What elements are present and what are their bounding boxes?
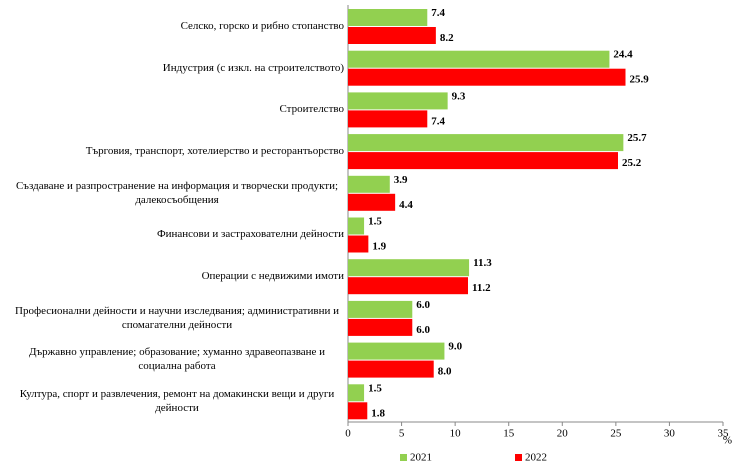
x-tick-label: 5: [399, 428, 405, 440]
category-text: Финансови и застрахователни дейности: [156, 228, 344, 241]
x-tick-label: 25: [610, 428, 622, 440]
category-label: Държавно управление; образование; хуманн…: [10, 339, 344, 381]
data-label: 25.7: [627, 132, 647, 144]
bar: [348, 68, 626, 86]
category-text: Търговия, транспорт, хотелиерство и рест…: [85, 144, 344, 157]
x-tick-label: 0: [345, 428, 351, 440]
bar: [348, 277, 468, 295]
x-tick-label: 20: [557, 428, 569, 440]
x-tick-label: 10: [450, 428, 462, 440]
x-tick-label: 15: [503, 428, 515, 440]
category-label: Селско, горско и рибно стопанство: [10, 5, 344, 47]
data-label: 25.9: [630, 74, 650, 86]
bar: [348, 152, 618, 170]
bar: [348, 193, 396, 211]
category-label: Търговия, транспорт, хотелиерство и рест…: [10, 130, 344, 172]
category-text: Операции с недвижими имоти: [201, 270, 344, 283]
data-label: 8.2: [440, 32, 454, 44]
bar: [348, 402, 368, 420]
data-label: 9.3: [452, 90, 466, 102]
x-axis-label: %: [723, 435, 732, 447]
category-label: Култура, спорт и развлечения, ремонт на …: [10, 380, 344, 422]
bar: [348, 27, 436, 44]
data-label: 3.9: [394, 174, 408, 186]
category-text: Създаване и разпространение на информаци…: [15, 179, 339, 206]
category-text: Култура, спорт и развлечения, ремонт на …: [19, 388, 335, 415]
category-text: Селско, горско и рибно стопанство: [180, 19, 344, 32]
bar: [348, 50, 610, 68]
category-label: Професионални дейности и научни изследва…: [10, 297, 344, 339]
data-label: 1.8: [371, 407, 385, 419]
x-tick-label: 30: [664, 428, 676, 440]
bar: [348, 360, 434, 378]
bar: [348, 217, 365, 235]
category-label: Финансови и застрахователни дейности: [10, 214, 344, 256]
data-label: 1.9: [372, 241, 386, 253]
data-label: 25.2: [622, 157, 642, 169]
category-label: Индустрия (с изкл. на строителството): [10, 47, 344, 89]
bar: [348, 92, 448, 110]
legend-label: 2022: [525, 452, 547, 464]
data-label: 7.4: [431, 115, 445, 127]
bar: [348, 300, 413, 318]
category-text: Професионални дейности и научни изследва…: [15, 304, 339, 331]
bar: [348, 110, 428, 128]
data-label: 8.0: [438, 366, 452, 378]
data-label: 7.4: [431, 7, 445, 19]
category-label: Създаване и разпространение на информаци…: [10, 172, 344, 214]
x-tick-label: 35: [718, 428, 730, 440]
legend-label: 2021: [410, 452, 432, 464]
category-label: Строителство: [10, 88, 344, 130]
category-text: Индустрия (с изкл. на строителството): [162, 61, 344, 74]
bar: [348, 259, 470, 277]
data-label: 1.5: [368, 216, 382, 228]
bar: [348, 342, 445, 360]
bar: [348, 9, 428, 26]
category-label: Операции с недвижими имоти: [10, 255, 344, 297]
legend-swatch: [515, 454, 522, 461]
bar: [348, 134, 624, 152]
legend-swatch: [400, 454, 407, 461]
category-text: Строителство: [279, 103, 344, 116]
bar: [348, 175, 390, 193]
data-label: 24.4: [613, 49, 633, 61]
bar: [348, 235, 369, 253]
data-label: 1.5: [368, 382, 382, 394]
bar: [348, 318, 413, 336]
data-label: 6.0: [416, 299, 430, 311]
data-label: 6.0: [416, 324, 430, 336]
data-label: 9.0: [448, 341, 462, 353]
data-label: 11.3: [473, 257, 492, 269]
category-text: Държавно управление; образование; хуманн…: [28, 346, 326, 373]
data-label: 4.4: [399, 199, 413, 211]
bar: [348, 384, 365, 402]
data-label: 11.2: [472, 282, 491, 294]
